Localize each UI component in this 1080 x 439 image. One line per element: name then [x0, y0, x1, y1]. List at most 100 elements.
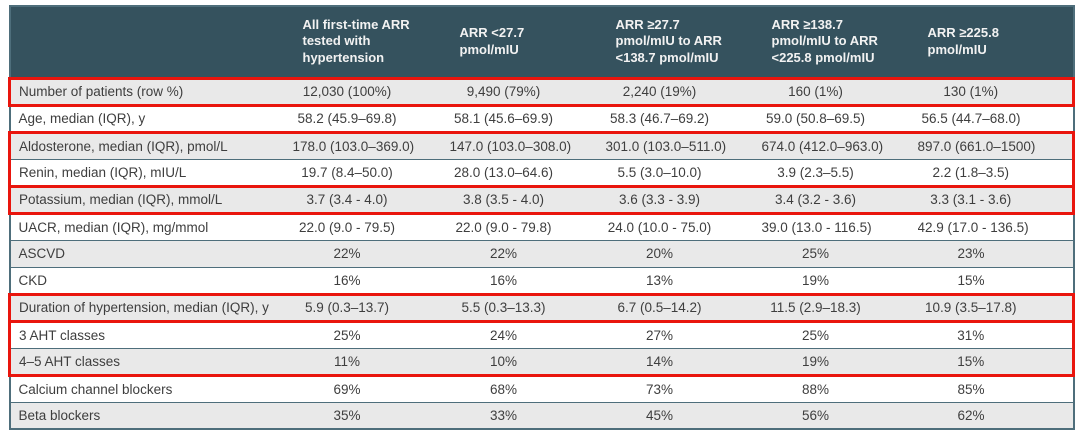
value-cell: 23%	[917, 239, 1074, 268]
table-row: Potassium, median (IQR), mmol/L 3.7 (3.4 …	[8, 184, 1075, 215]
value-cell: 25%	[292, 319, 450, 349]
value-cell: 12,030 (100%)	[292, 76, 450, 107]
row-label: Renin, median (IQR), mIU/L	[8, 158, 293, 188]
value-cell: 56.5 (44.7–68.0)	[917, 104, 1074, 133]
value-cell: 88%	[761, 374, 918, 403]
value-cell: 25%	[761, 319, 918, 349]
table-row: Number of patients (row %) 12,030 (100%) 9…	[8, 76, 1075, 107]
column-header-all-first-time-arr: All first-time ARR tested with hypertens…	[292, 6, 450, 78]
value-cell: 22.0 (9.0 - 79.8)	[449, 212, 606, 241]
value-cell: 35%	[292, 401, 450, 430]
value-cell: 2,240 (19%)	[605, 76, 762, 107]
value-cell: 28.0 (13.0–64.6)	[449, 158, 606, 188]
value-cell: 22%	[292, 239, 450, 268]
value-cell: 20%	[605, 239, 762, 268]
table-row: 3 AHT classes 25% 24% 27% 25% 31%	[8, 319, 1075, 349]
value-cell: 147.0 (103.0–308.0)	[449, 130, 606, 160]
row-label: Aldosterone, median (IQR), pmol/L	[8, 130, 293, 160]
value-cell: 16%	[449, 266, 606, 295]
value-cell: 58.3 (46.7–69.2)	[605, 104, 762, 133]
value-cell: 301.0 (103.0–511.0)	[605, 130, 762, 160]
table-row: UACR, median (IQR), mg/mmol 22.0 (9.0 - 7…	[9, 212, 1074, 241]
value-cell: 85%	[917, 374, 1074, 403]
value-cell: 24%	[449, 319, 606, 349]
value-cell: 14%	[605, 347, 762, 377]
row-label: CKD	[9, 266, 293, 295]
row-label: Calcium channel blockers	[9, 374, 293, 403]
row-label: 3 AHT classes	[8, 319, 293, 349]
row-label: UACR, median (IQR), mg/mmol	[9, 212, 293, 241]
table-row: Duration of hypertension, median (IQR), …	[8, 292, 1075, 323]
table-header: All first-time ARR tested with hypertens…	[9, 6, 1074, 78]
value-cell: 130 (1%)	[917, 76, 1075, 107]
table-row: Renin, median (IQR), mIU/L 19.7 (8.4–50.0…	[8, 158, 1075, 188]
column-header-arr-lt-27: ARR <27.7 pmol/mIU	[449, 6, 606, 78]
value-cell: 62%	[917, 401, 1074, 430]
value-cell: 19.7 (8.4–50.0)	[292, 158, 450, 188]
value-cell: 5.5 (3.0–10.0)	[605, 158, 762, 188]
row-label: Number of patients (row %)	[8, 76, 293, 107]
value-cell: 27%	[605, 319, 762, 349]
value-cell: 2.2 (1.8–3.5)	[917, 158, 1075, 188]
value-cell: 6.7 (0.5–14.2)	[605, 292, 762, 323]
value-cell: 68%	[449, 374, 606, 403]
value-cell: 58.1 (45.6–69.9)	[449, 104, 606, 133]
table-row: CKD 16% 16% 13% 19% 15%	[9, 266, 1074, 295]
value-cell: 22.0 (9.0 - 79.5)	[292, 212, 450, 241]
value-cell: 5.5 (0.3–13.3)	[449, 292, 606, 323]
value-cell: 19%	[761, 347, 918, 377]
value-cell: 3.6 (3.3 - 3.9)	[605, 184, 762, 215]
value-cell: 56%	[761, 401, 918, 430]
value-cell: 160 (1%)	[761, 76, 918, 107]
table-row: Beta blockers 35% 33% 45% 56% 62%	[9, 401, 1074, 430]
value-cell: 10.9 (3.5–17.8)	[917, 292, 1075, 323]
value-cell: 674.0 (412.0–963.0)	[761, 130, 918, 160]
table-row: 4–5 AHT classes 11% 10% 14% 19% 15%	[8, 347, 1075, 377]
header-row: All first-time ARR tested with hypertens…	[9, 6, 1074, 78]
value-cell: 10%	[449, 347, 606, 377]
table-row: Calcium channel blockers 69% 68% 73% 88% 85%	[9, 374, 1074, 403]
table-row: Age, median (IQR), y 58.2 (45.9–69.8) 58.1…	[9, 104, 1074, 133]
row-label: ASCVD	[9, 239, 293, 268]
value-cell: 13%	[605, 266, 762, 295]
value-cell: 9,490 (79%)	[449, 76, 606, 107]
value-cell: 5.9 (0.3–13.7)	[292, 292, 450, 323]
column-header-arr-ge-225: ARR ≥225.8 pmol/mIU	[917, 6, 1074, 78]
value-cell: 58.2 (45.9–69.8)	[292, 104, 450, 133]
arr-hypertension-table: All first-time ARR tested with hypertens…	[8, 5, 1075, 430]
value-cell: 897.0 (661.0–1500)	[917, 130, 1075, 160]
value-cell: 73%	[605, 374, 762, 403]
table-body: Number of patients (row %) 12,030 (100%) 9…	[8, 76, 1075, 430]
value-cell: 59.0 (50.8–69.5)	[761, 104, 918, 133]
value-cell: 33%	[449, 401, 606, 430]
value-cell: 3.4 (3.2 - 3.6)	[761, 184, 918, 215]
value-cell: 3.7 (3.4 - 4.0)	[292, 184, 450, 215]
value-cell: 31%	[917, 319, 1075, 349]
value-cell: 3.3 (3.1 - 3.6)	[917, 184, 1075, 215]
value-cell: 15%	[917, 347, 1075, 377]
value-cell: 19%	[761, 266, 918, 295]
value-cell: 3.8 (3.5 - 4.0)	[449, 184, 606, 215]
row-label: Beta blockers	[9, 401, 293, 430]
table-row: ASCVD 22% 22% 20% 25% 23%	[9, 239, 1074, 268]
value-cell: 22%	[449, 239, 606, 268]
value-cell: 11.5 (2.9–18.3)	[761, 292, 918, 323]
value-cell: 178.0 (103.0–369.0)	[292, 130, 450, 160]
column-header-row-labels	[9, 6, 293, 78]
column-header-arr-27-to-138: ARR ≥27.7 pmol/mIU to ARR <138.7 pmol/mI…	[605, 6, 762, 78]
table-row: Aldosterone, median (IQR), pmol/L 178.0 (…	[8, 130, 1075, 160]
value-cell: 42.9 (17.0 - 136.5)	[917, 212, 1074, 241]
value-cell: 39.0 (13.0 - 116.5)	[761, 212, 918, 241]
value-cell: 25%	[761, 239, 918, 268]
value-cell: 15%	[917, 266, 1074, 295]
value-cell: 16%	[292, 266, 450, 295]
row-label: 4–5 AHT classes	[8, 347, 293, 377]
value-cell: 45%	[605, 401, 762, 430]
value-cell: 3.9 (2.3–5.5)	[761, 158, 918, 188]
value-cell: 24.0 (10.0 - 75.0)	[605, 212, 762, 241]
row-label: Potassium, median (IQR), mmol/L	[8, 184, 293, 215]
row-label: Duration of hypertension, median (IQR), …	[8, 292, 293, 323]
row-label: Age, median (IQR), y	[9, 104, 293, 133]
column-header-arr-138-to-225: ARR ≥138.7 pmol/mIU to ARR <225.8 pmol/m…	[761, 6, 918, 78]
